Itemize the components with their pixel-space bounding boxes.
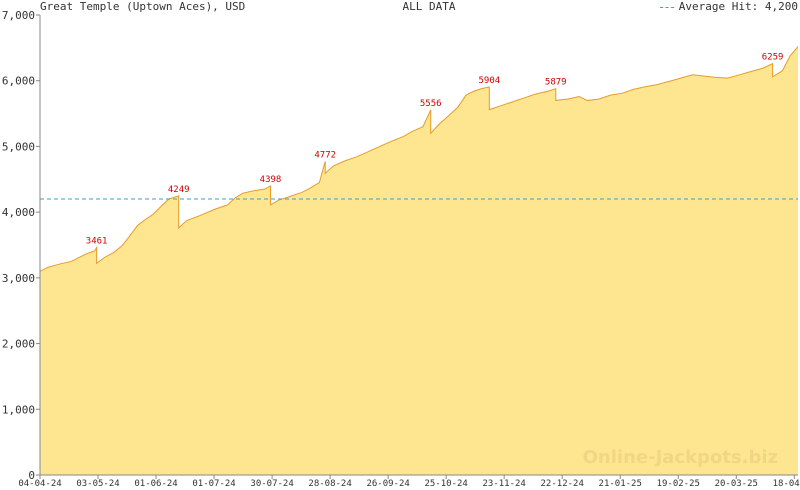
y-tick-label: 3,000 xyxy=(2,272,35,285)
average-line-swatch xyxy=(659,6,674,8)
peak-label: 5904 xyxy=(478,76,500,86)
x-tick-label: 23-11-24 xyxy=(482,479,525,489)
x-tick-label: 30-07-24 xyxy=(250,479,293,489)
peak-label: 4772 xyxy=(314,150,336,160)
x-tick-label: 26-09-24 xyxy=(366,479,409,489)
x-tick-label: 20-03-25 xyxy=(715,479,758,489)
x-tick-label: 01-06-24 xyxy=(134,479,177,489)
peak-label: 5556 xyxy=(420,99,442,109)
x-tick-label: 28-08-24 xyxy=(308,479,351,489)
peak-label: 3461 xyxy=(86,237,108,247)
series-line xyxy=(39,46,799,272)
y-tick-label: 2,000 xyxy=(2,338,35,351)
peak-label: 4249 xyxy=(168,185,190,195)
y-tick-label: 7,000 xyxy=(2,9,35,22)
average-hit-label: Average Hit: 4,200 xyxy=(678,0,798,13)
x-tick-label: 03-05-24 xyxy=(76,479,119,489)
peak-label: 6259 xyxy=(762,53,784,63)
average-hit-legend: Average Hit: 4,200 xyxy=(659,0,798,14)
x-tick-label: 01-07-24 xyxy=(192,479,235,489)
x-tick-label: 21-01-25 xyxy=(599,479,642,489)
watermark: Online-Jackpots.biz xyxy=(582,447,778,468)
y-tick-label: 5,000 xyxy=(2,140,35,153)
x-tick-label: 22-12-24 xyxy=(541,479,584,489)
chart-subtitle: ALL DATA xyxy=(402,0,456,13)
series-area xyxy=(40,46,798,475)
x-tick-label: 25-10-24 xyxy=(424,479,467,489)
y-tick-label: 6,000 xyxy=(2,75,35,88)
peak-label: 5879 xyxy=(545,78,567,88)
y-tick-label: 1,000 xyxy=(2,403,35,416)
y-tick-label: 4,000 xyxy=(2,206,35,219)
x-tick-label: 18-04-25 xyxy=(773,479,800,489)
peak-label: 4398 xyxy=(260,175,282,185)
x-tick-label: 04-04-24 xyxy=(18,479,61,489)
x-tick-label: 19-02-25 xyxy=(657,479,700,489)
y-tick-label: 0 xyxy=(28,469,35,482)
chart-title: Great Temple (Uptown Aces), USD xyxy=(40,0,246,13)
